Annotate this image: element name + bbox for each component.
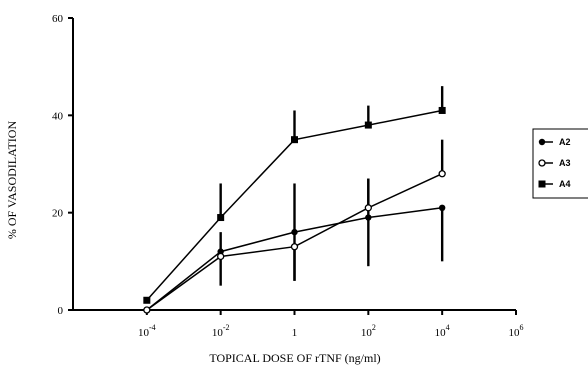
- legend-entry-a4: A4: [538, 179, 571, 189]
- x-tick-exponent: -4: [149, 323, 156, 332]
- y-axis-title: % OF VASODILATION: [5, 121, 19, 240]
- legend-label: A4: [559, 179, 571, 189]
- legend: A2 A3 A4: [532, 128, 588, 199]
- data-point: [143, 296, 151, 304]
- x-tick-exponent: -2: [223, 323, 230, 332]
- legend-entry-a3: A3: [538, 158, 571, 168]
- data-point: [365, 214, 372, 221]
- series-a2: [143, 178, 446, 314]
- data-point: [364, 121, 372, 129]
- data-point: [217, 214, 225, 222]
- y-tick-label: 60: [52, 13, 64, 25]
- x-tick-label: 106: [509, 323, 524, 339]
- x-axis-title: TOPICAL DOSE OF rTNF (ng/ml): [209, 351, 380, 365]
- y-tick-label: 20: [52, 208, 64, 220]
- legend-marker: [538, 159, 546, 167]
- legend-entry-a2: A2: [538, 137, 571, 147]
- x-tick-base: 1: [292, 327, 298, 339]
- legend-label: A3: [559, 158, 571, 168]
- data-point: [217, 252, 225, 261]
- data-point: [438, 170, 446, 178]
- x-tick-label: 102: [361, 323, 376, 339]
- series-a4: [143, 86, 446, 304]
- x-tick-base: 10: [509, 327, 521, 339]
- legend-label: A2: [559, 137, 571, 147]
- data-point: [438, 204, 446, 211]
- y-ticks: 0 20 40 60: [52, 13, 73, 317]
- plot-area: [143, 86, 446, 314]
- data-point: [290, 243, 299, 251]
- legend-marker: [538, 138, 546, 146]
- y-tick-label: 0: [58, 305, 64, 317]
- x-tick-label: 10-2: [212, 323, 230, 339]
- data-point: [291, 228, 298, 236]
- x-tick-exponent: 6: [520, 323, 524, 332]
- x-tick-exponent: 4: [446, 323, 450, 332]
- x-tick-label: 10-4: [138, 323, 156, 339]
- x-tick-base: 10: [138, 327, 150, 339]
- x-tick-exponent: 2: [372, 323, 376, 332]
- series-a3: [143, 139, 446, 314]
- data-point: [143, 306, 151, 314]
- data-point: [364, 204, 372, 212]
- data-point: [438, 106, 446, 114]
- x-tick-base: 10: [435, 327, 447, 339]
- x-tick-label: 104: [435, 323, 450, 339]
- legend-marker: [538, 180, 546, 188]
- x-tick-base: 10: [212, 327, 224, 339]
- x-ticks: 10-4 10-2 1 102 104 106: [138, 310, 524, 339]
- y-tick-label: 40: [52, 110, 64, 122]
- data-point: [291, 136, 298, 144]
- x-tick-base: 10: [361, 327, 373, 339]
- x-tick-label: 1: [292, 327, 298, 339]
